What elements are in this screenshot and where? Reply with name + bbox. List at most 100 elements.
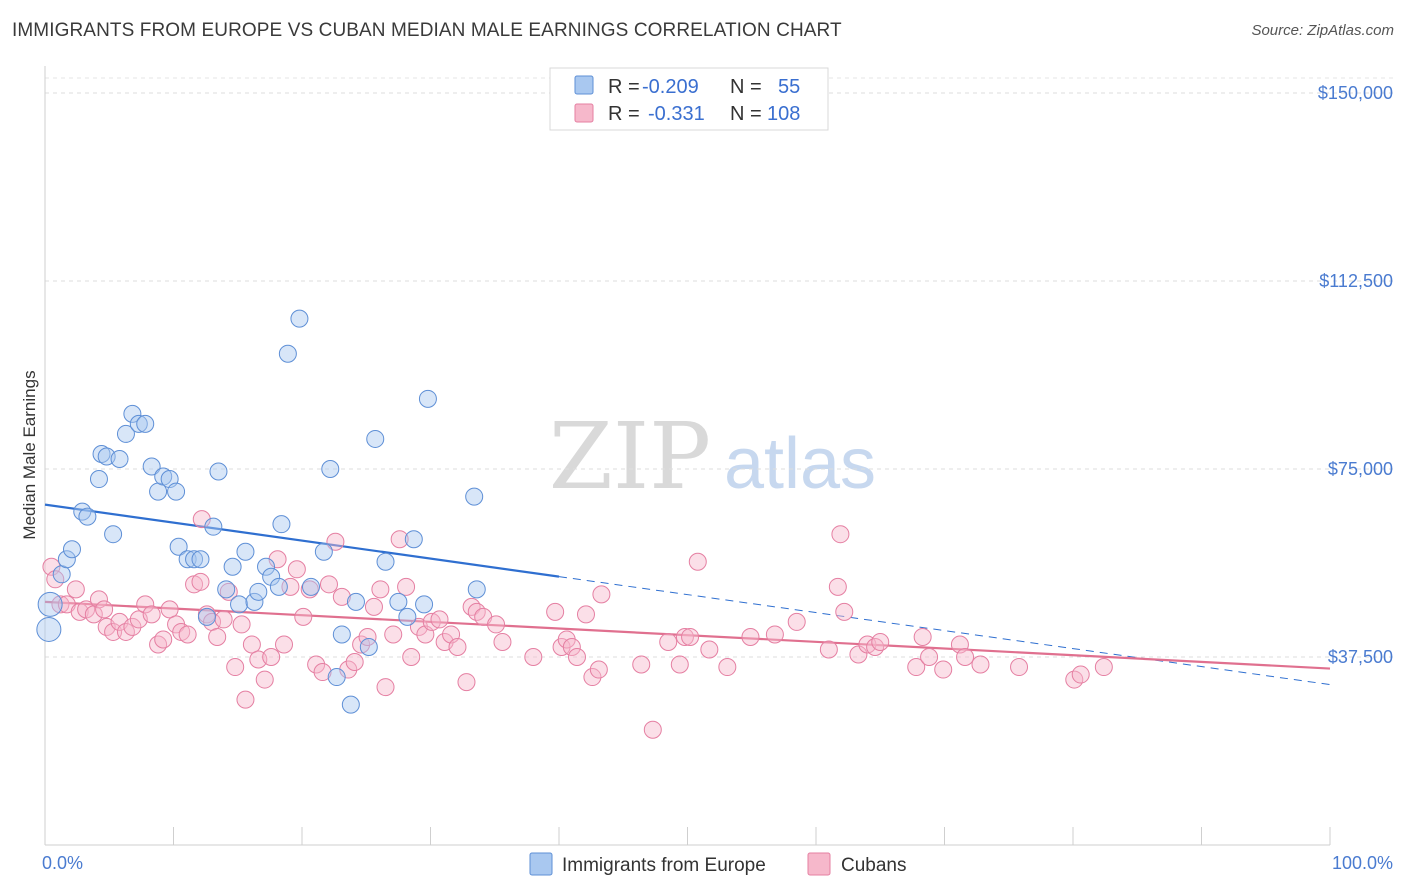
europe-point [418, 389, 437, 408]
cubans-point [142, 605, 161, 624]
cubans-point [907, 658, 926, 677]
legend: R = -0.209 N = 55 R = -0.331 N = 108 [549, 67, 829, 131]
europe-point [404, 530, 423, 549]
cubans-point [226, 658, 245, 677]
europe-point [116, 424, 135, 443]
europe-point [57, 550, 76, 569]
cubans-point [1010, 658, 1029, 677]
cubans-point [287, 560, 306, 579]
europe-point [269, 577, 288, 596]
cubans-point [592, 585, 611, 604]
cubans-point [430, 610, 449, 629]
cubans-point [364, 597, 383, 616]
y-tick-label-1: $75,000 [1328, 459, 1393, 479]
legend-r-label-europe: R = [608, 76, 640, 98]
cubans-point [255, 670, 274, 689]
europe-point [167, 482, 186, 501]
cubans-point [934, 660, 953, 679]
cubans-point [956, 648, 975, 667]
europe-point [191, 550, 210, 569]
europe-point [204, 517, 223, 536]
europe-point [185, 550, 204, 569]
legend-r-value-europe: -0.209 [642, 76, 699, 98]
legend-n-value-cubans: 108 [767, 103, 800, 125]
europe-point [89, 470, 108, 489]
cubans-point [326, 532, 345, 551]
europe-point [236, 542, 255, 561]
cubans-point [831, 525, 850, 544]
y-tick-labels: $37,500 $75,000 $112,500 $150,000 [1318, 83, 1393, 667]
europe-point [366, 429, 385, 448]
europe-point [37, 591, 63, 617]
x-tick-labels: 0.0% 100.0% [42, 853, 1393, 873]
cubans-point [688, 552, 707, 571]
cubans-point [123, 617, 142, 636]
europe-point [341, 695, 360, 714]
cubans-point [275, 635, 294, 654]
cubans-point [154, 630, 173, 649]
europe-point [169, 537, 188, 556]
watermark-atlas: atlas [724, 424, 876, 504]
europe-point [92, 444, 111, 463]
cubans-point [294, 607, 313, 626]
cubans-point [390, 530, 409, 549]
axes [44, 66, 1331, 846]
trend-lines [44, 503, 1331, 686]
europe-point [389, 592, 408, 611]
europe-point [129, 414, 148, 433]
cubans-point [765, 625, 784, 644]
cubans-point [136, 595, 155, 614]
cubans-point [920, 648, 939, 667]
cubans-point [462, 597, 481, 616]
legend-r-label-cubans: R = [608, 103, 640, 125]
cubans-point [576, 605, 595, 624]
y-axis-label: Median Male Earnings [20, 370, 39, 539]
legend-swatch-europe [574, 75, 594, 95]
cubans-point [232, 615, 251, 634]
cubans-point [384, 625, 403, 644]
europe-point [278, 344, 297, 363]
europe-point [301, 577, 320, 596]
cubans-point [866, 637, 885, 656]
europe-point [136, 414, 155, 433]
y-tick-label-2: $112,500 [1319, 271, 1393, 291]
europe-point [376, 552, 395, 571]
cubans-point [457, 673, 476, 692]
cubans-point [562, 637, 581, 656]
y-tick-label-3: $150,000 [1318, 83, 1393, 103]
europe-point [123, 404, 142, 423]
bottom-legend: Immigrants from Europe Cubans [529, 852, 907, 876]
europe-point [398, 607, 417, 626]
cubans-point [319, 575, 338, 594]
x-tick-label-1: 100.0% [1332, 853, 1393, 873]
cubans-point [242, 635, 261, 654]
europe-point [104, 525, 123, 544]
bottom-legend-europe: Immigrants from Europe [562, 855, 766, 876]
cubans-point [835, 602, 854, 621]
source-label: Source: ZipAtlas.com [1251, 22, 1394, 39]
cubans-point [487, 615, 506, 634]
cubans-point [376, 678, 395, 697]
europe-point [197, 607, 216, 626]
cubans-point [307, 655, 326, 674]
cubans-point [681, 627, 700, 646]
cubans-point [191, 572, 210, 591]
europe-point [290, 309, 309, 328]
europe-point [223, 557, 242, 576]
cubans-point [448, 637, 467, 656]
cubans-points [42, 510, 1113, 739]
cubans-point [371, 580, 390, 599]
europe-point [359, 637, 378, 656]
cubans-point [402, 648, 421, 667]
cubans-point [567, 648, 586, 667]
europe-point [245, 592, 264, 611]
cubans-point [643, 720, 662, 739]
gridlines [45, 77, 1395, 658]
bottom-legend-swatch-cubans [807, 852, 831, 876]
cubans-point [219, 582, 238, 601]
cubans-point [95, 600, 114, 619]
cubans-point [345, 653, 364, 672]
legend-n-label-europe: N = [730, 76, 762, 98]
cubans-point [871, 632, 890, 651]
